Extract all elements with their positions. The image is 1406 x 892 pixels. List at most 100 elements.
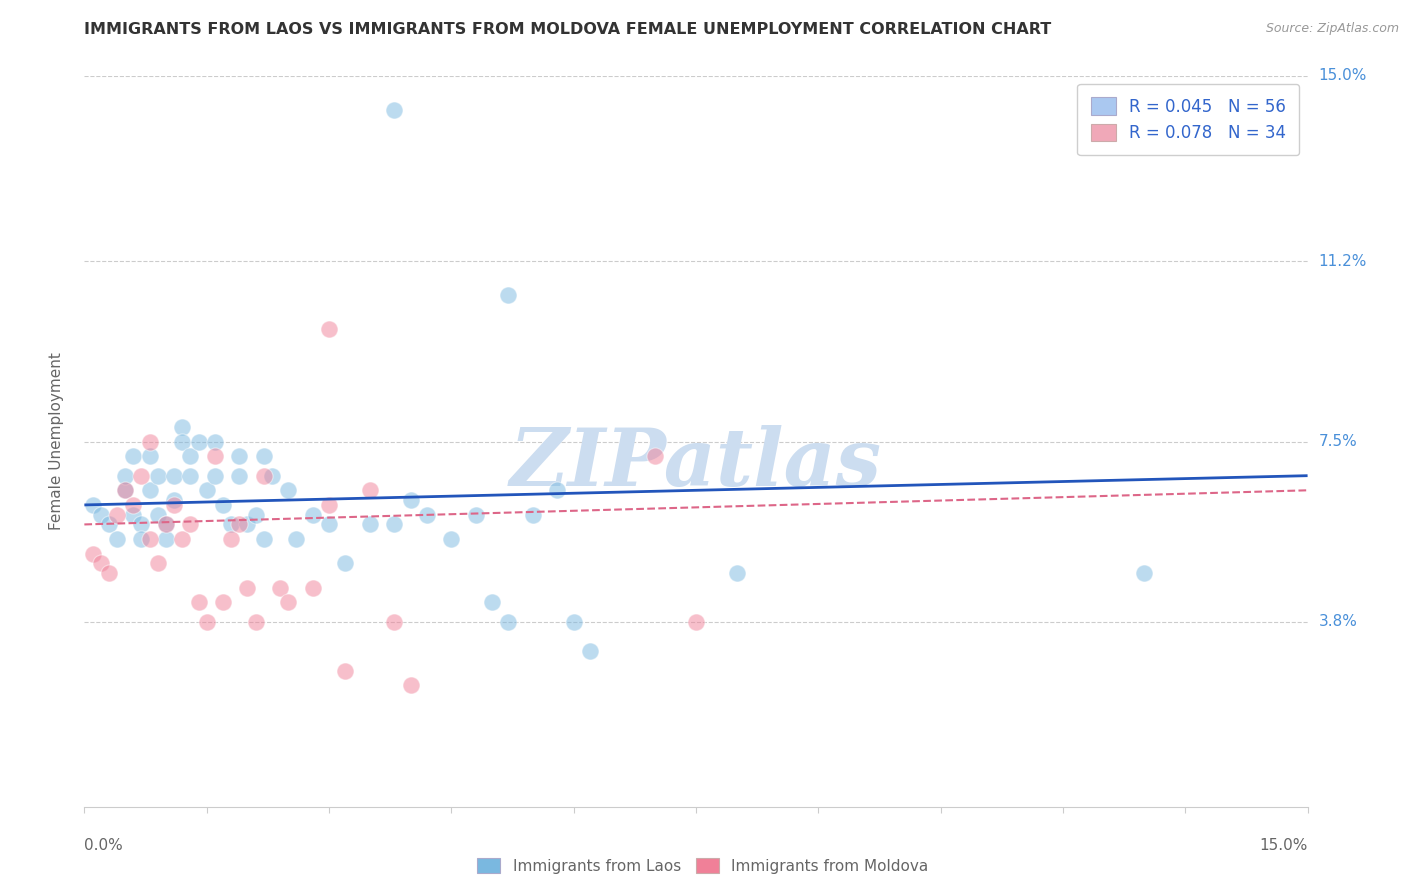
Text: 3.8%: 3.8%: [1319, 615, 1358, 630]
Point: [105, 532, 128, 546]
Point: [382, 517, 405, 532]
Point: [131, 532, 153, 546]
Point: [146, 557, 169, 571]
Point: [122, 508, 145, 522]
Point: [219, 517, 242, 532]
Point: [335, 557, 357, 571]
Point: [219, 532, 242, 546]
Point: [172, 434, 194, 449]
Point: [546, 483, 568, 498]
Point: [318, 498, 340, 512]
Point: [90, 508, 112, 522]
Point: [138, 532, 160, 546]
Point: [179, 449, 201, 463]
Point: [90, 557, 112, 571]
Point: [236, 581, 259, 595]
Point: [155, 532, 177, 546]
Point: [725, 566, 748, 581]
Point: [204, 449, 226, 463]
Point: [187, 595, 209, 609]
Point: [114, 483, 136, 498]
Point: [285, 532, 308, 546]
Text: ZIPatlas: ZIPatlas: [510, 425, 882, 502]
Point: [131, 517, 153, 532]
Point: [562, 615, 585, 629]
Point: [114, 483, 136, 498]
Point: [187, 434, 209, 449]
Point: [138, 483, 160, 498]
Point: [440, 532, 463, 546]
Point: [138, 449, 160, 463]
Point: [335, 664, 357, 678]
Point: [277, 483, 299, 498]
Point: [277, 595, 299, 609]
Point: [359, 483, 381, 498]
Point: [382, 103, 405, 117]
Point: [122, 498, 145, 512]
Point: [498, 615, 520, 629]
Point: [481, 595, 503, 609]
Point: [228, 517, 250, 532]
Text: 15.0%: 15.0%: [1319, 69, 1367, 83]
Point: [644, 449, 666, 463]
Point: [114, 468, 136, 483]
Point: [179, 517, 201, 532]
Point: [204, 434, 226, 449]
Point: [318, 322, 340, 336]
Text: Source: ZipAtlas.com: Source: ZipAtlas.com: [1265, 22, 1399, 36]
Point: [212, 498, 235, 512]
Point: [685, 615, 707, 629]
Point: [179, 468, 201, 483]
Text: IMMIGRANTS FROM LAOS VS IMMIGRANTS FROM MOLDOVA FEMALE UNEMPLOYMENT CORRELATION : IMMIGRANTS FROM LAOS VS IMMIGRANTS FROM …: [84, 22, 1052, 37]
Point: [399, 678, 422, 692]
Text: 15.0%: 15.0%: [1260, 838, 1308, 854]
Point: [260, 468, 283, 483]
Point: [122, 449, 145, 463]
Point: [228, 449, 250, 463]
Point: [1133, 566, 1156, 581]
Point: [228, 468, 250, 483]
Point: [464, 508, 486, 522]
Point: [253, 532, 276, 546]
Point: [155, 517, 177, 532]
Point: [163, 498, 186, 512]
Y-axis label: Female Unemployment: Female Unemployment: [49, 352, 63, 531]
Point: [399, 493, 422, 508]
Legend: Immigrants from Laos, Immigrants from Moldova: Immigrants from Laos, Immigrants from Mo…: [471, 852, 935, 880]
Text: 0.0%: 0.0%: [84, 838, 124, 854]
Point: [359, 517, 381, 532]
Point: [382, 615, 405, 629]
Point: [579, 644, 602, 658]
Point: [155, 517, 177, 532]
Point: [146, 468, 169, 483]
Point: [131, 468, 153, 483]
Legend: R = 0.045   N = 56, R = 0.078   N = 34: R = 0.045 N = 56, R = 0.078 N = 34: [1077, 84, 1299, 155]
Point: [105, 508, 128, 522]
Point: [204, 468, 226, 483]
Point: [172, 420, 194, 434]
Point: [138, 434, 160, 449]
Point: [301, 581, 323, 595]
Point: [82, 498, 104, 512]
Point: [253, 449, 276, 463]
Point: [253, 468, 276, 483]
Point: [97, 566, 120, 581]
Point: [195, 483, 218, 498]
Point: [97, 517, 120, 532]
Point: [498, 288, 520, 302]
Point: [236, 517, 259, 532]
Point: [245, 615, 267, 629]
Text: 7.5%: 7.5%: [1319, 434, 1357, 449]
Point: [195, 615, 218, 629]
Point: [163, 493, 186, 508]
Point: [522, 508, 544, 522]
Point: [163, 468, 186, 483]
Point: [82, 547, 104, 561]
Text: 11.2%: 11.2%: [1319, 253, 1367, 268]
Point: [416, 508, 439, 522]
Point: [212, 595, 235, 609]
Point: [245, 508, 267, 522]
Point: [318, 517, 340, 532]
Point: [172, 532, 194, 546]
Point: [146, 508, 169, 522]
